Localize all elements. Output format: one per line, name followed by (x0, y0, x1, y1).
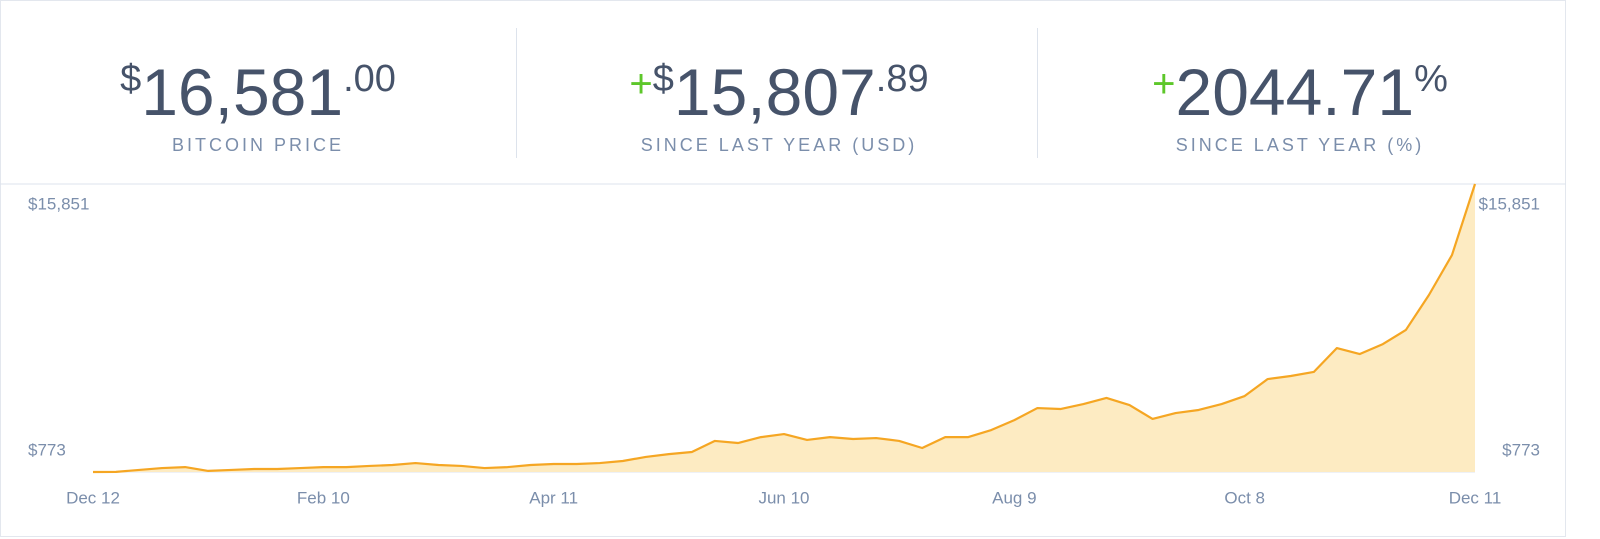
x-tick-label: Jun 10 (758, 488, 809, 507)
x-tick-label: Oct 8 (1224, 488, 1265, 507)
stat-label: SINCE LAST YEAR (%) (1175, 135, 1425, 155)
stat-value: +2044.71% (1042, 40, 1558, 131)
x-tick-label: Apr 11 (529, 488, 578, 507)
y-tick-label: $15,851 (1479, 194, 1540, 213)
x-tick-label: Dec 11 (1449, 488, 1502, 507)
line (92, 183, 1477, 474)
stat-sign: + (629, 62, 653, 106)
y-tick-label: $773 (28, 440, 66, 459)
x-tick-label: Feb 10 (297, 488, 350, 507)
stat-fraction: .89 (875, 58, 929, 100)
stat-main: 15,807 (673, 55, 876, 129)
y-tick-label: $773 (1502, 440, 1540, 459)
stat-value: +$15,807.89 (521, 40, 1037, 131)
stat: +$15,807.89 SINCE LAST YEAR (USD) (521, 40, 1037, 156)
separator (516, 28, 517, 158)
x-tick-label: Dec 12 (66, 488, 120, 507)
frame (0, 0, 1566, 537)
stat-label: SINCE LAST YEAR (USD) (640, 135, 918, 155)
stat: $16,581.00 BITCOIN PRICE (0, 40, 516, 156)
area (93, 184, 1475, 472)
x-tick-label: Aug 9 (992, 488, 1036, 507)
stat-value: $16,581.00 (0, 40, 516, 131)
stat-fraction: .00 (343, 58, 396, 100)
separator (1037, 28, 1038, 158)
stat-currency: $ (120, 58, 142, 100)
stat-sign: + (1152, 62, 1176, 106)
stat-main: 16,581 (141, 55, 344, 129)
stat-fraction: % (1414, 58, 1448, 100)
stat-currency: $ (652, 58, 674, 100)
stat: +2044.71% SINCE LAST YEAR (%) (1042, 40, 1558, 156)
stat-label: BITCOIN PRICE (171, 135, 344, 155)
y-tick-label: $15,851 (28, 194, 89, 213)
stat-main: 2044.71 (1175, 55, 1415, 129)
